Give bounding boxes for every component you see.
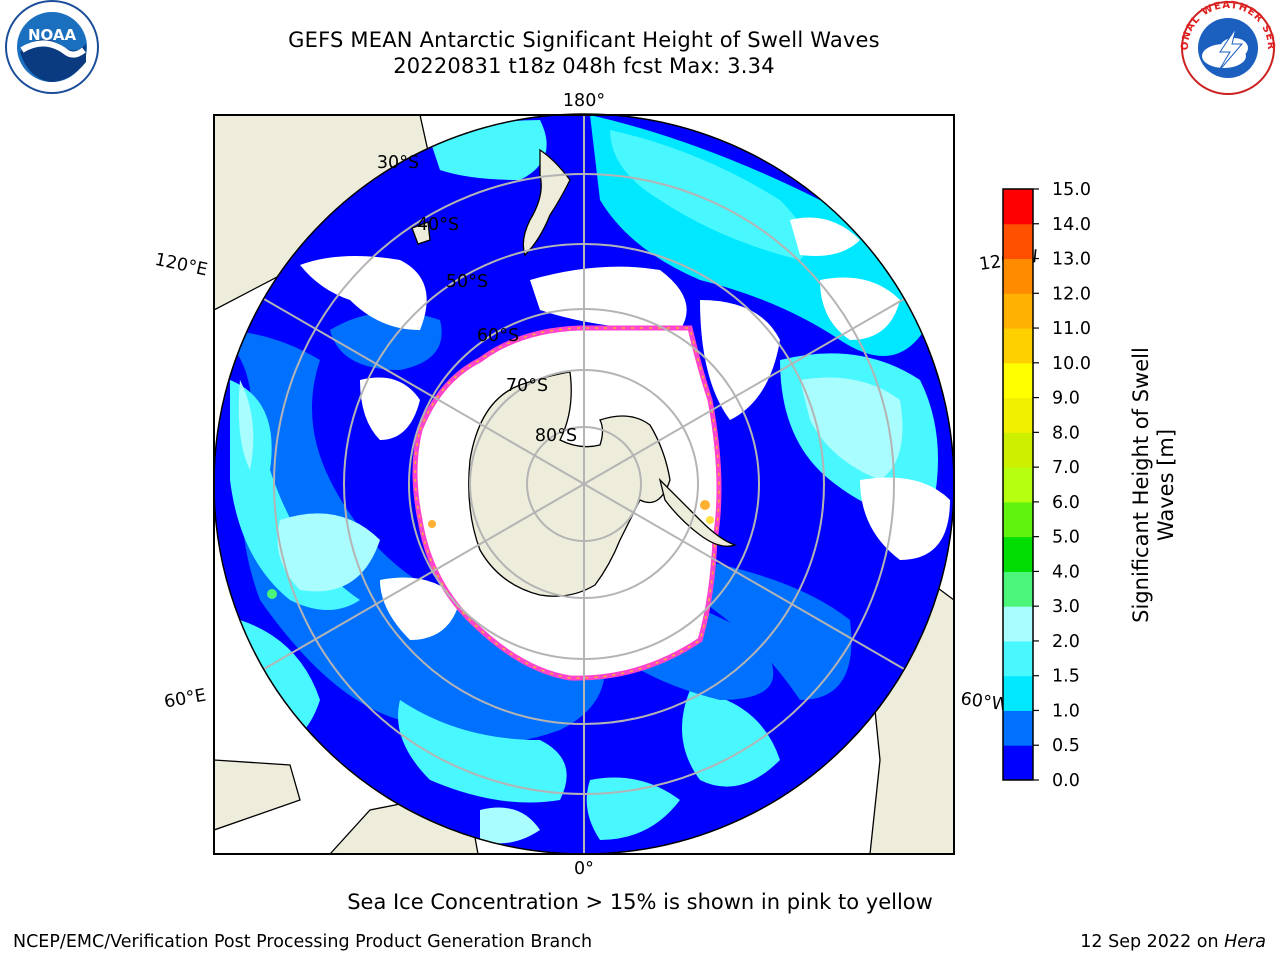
footer-date: 12 Sep 2022 on Hera bbox=[1080, 932, 1266, 952]
colorbar-segment bbox=[1003, 536, 1033, 572]
colorbar-segment bbox=[1003, 675, 1033, 711]
latitude-label-60s: 60°S bbox=[477, 326, 519, 346]
colorbar-tick-label: 0.5 bbox=[1052, 736, 1080, 756]
colorbar-segment bbox=[1003, 640, 1033, 677]
meridian-label-0: 0° bbox=[574, 859, 594, 879]
chart-subtitle: 20220831 t18z 048h fcst Max: 3.34 bbox=[393, 54, 775, 78]
latitude-label-30s: 30°S bbox=[377, 153, 419, 173]
colorbar-segment bbox=[1003, 189, 1033, 225]
map-frame bbox=[213, 114, 955, 855]
colorbar-segment bbox=[1003, 571, 1033, 607]
colorbar-tick-label: 10.0 bbox=[1052, 354, 1091, 374]
colorbar-tick-label: 3.0 bbox=[1052, 597, 1080, 617]
colorbar-segment bbox=[1003, 467, 1033, 503]
noaa-logo: NOAA bbox=[5, 0, 99, 94]
colorbar-tick-label: 11.0 bbox=[1052, 319, 1091, 339]
latitude-label-80s: 80°S bbox=[535, 426, 577, 446]
colorbar-tick-label: 7.0 bbox=[1052, 458, 1080, 478]
colorbar-segment bbox=[1003, 606, 1033, 642]
colorbar-tick-label: 5.0 bbox=[1052, 528, 1080, 548]
colorbar-segment bbox=[1003, 328, 1033, 364]
colorbar-segment bbox=[1003, 223, 1033, 260]
colorbar-segment bbox=[1003, 432, 1033, 468]
colorbar-segment bbox=[1003, 397, 1033, 433]
colorbar-tick-label: 0.0 bbox=[1052, 771, 1080, 791]
latitude-label-70s: 70°S bbox=[506, 376, 548, 396]
colorbar-segment bbox=[1003, 745, 1033, 781]
colorbar-outline bbox=[1002, 188, 1034, 781]
nws-logo: NATIONAL WEATHER SERVICE bbox=[1176, 0, 1275, 95]
chart-title: GEFS MEAN Antarctic Significant Height o… bbox=[288, 28, 880, 52]
antarctic-peninsula bbox=[658, 477, 738, 547]
colorbar-tick-label: 14.0 bbox=[1052, 215, 1091, 235]
graticule bbox=[214, 114, 954, 854]
colorbar-tick-label: 1.0 bbox=[1052, 701, 1080, 721]
colorbar-segment bbox=[1003, 501, 1033, 538]
antarctica bbox=[468, 371, 671, 597]
latitude-label-40s: 40°S bbox=[417, 215, 459, 235]
footer-host: Hera bbox=[1224, 932, 1266, 952]
colorbar-segment bbox=[1003, 710, 1033, 746]
colorbar-ticks: 0.0 0.5 1.0 1.5 2.0 3.0 4.0 5.0 6.0 7.0 8.0 9.0 10.0… bbox=[1033, 180, 1091, 791]
footer-credit: NCEP/EMC/Verification Post Processing Pr… bbox=[13, 932, 593, 952]
colorbar-tick-label: 1.5 bbox=[1052, 667, 1080, 687]
sea-ice-caption: Sea Ice Concentration > 15% is shown in … bbox=[347, 890, 933, 914]
colorbar-segment bbox=[1003, 293, 1033, 329]
colorbar-tick-label: 9.0 bbox=[1052, 389, 1080, 409]
colorbar-tick-label: 2.0 bbox=[1052, 632, 1080, 652]
noaa-logo-text: NOAA bbox=[28, 26, 77, 44]
colorbar-tick-label: 15.0 bbox=[1052, 180, 1091, 200]
colorbar-tick-label: 13.0 bbox=[1052, 250, 1091, 270]
footer-date-text: 12 Sep 2022 on bbox=[1080, 932, 1225, 952]
meridian-label-180: 180° bbox=[563, 91, 605, 111]
colorbar-segment bbox=[1003, 362, 1033, 399]
colorbar-tick-label: 12.0 bbox=[1052, 284, 1091, 304]
colorbar-tick-label: 8.0 bbox=[1052, 423, 1080, 443]
colorbar-label: Significant Height of Swell Waves [m] bbox=[1129, 347, 1178, 623]
colorbar-tick-label: 4.0 bbox=[1052, 562, 1080, 582]
colorbar-segments bbox=[1003, 189, 1033, 781]
tasmania bbox=[411, 221, 431, 245]
latitude-label-50s: 50°S bbox=[446, 272, 488, 292]
new-zealand bbox=[522, 148, 571, 257]
colorbar-tick-label: 6.0 bbox=[1052, 493, 1080, 513]
colorbar-segment bbox=[1003, 258, 1033, 294]
